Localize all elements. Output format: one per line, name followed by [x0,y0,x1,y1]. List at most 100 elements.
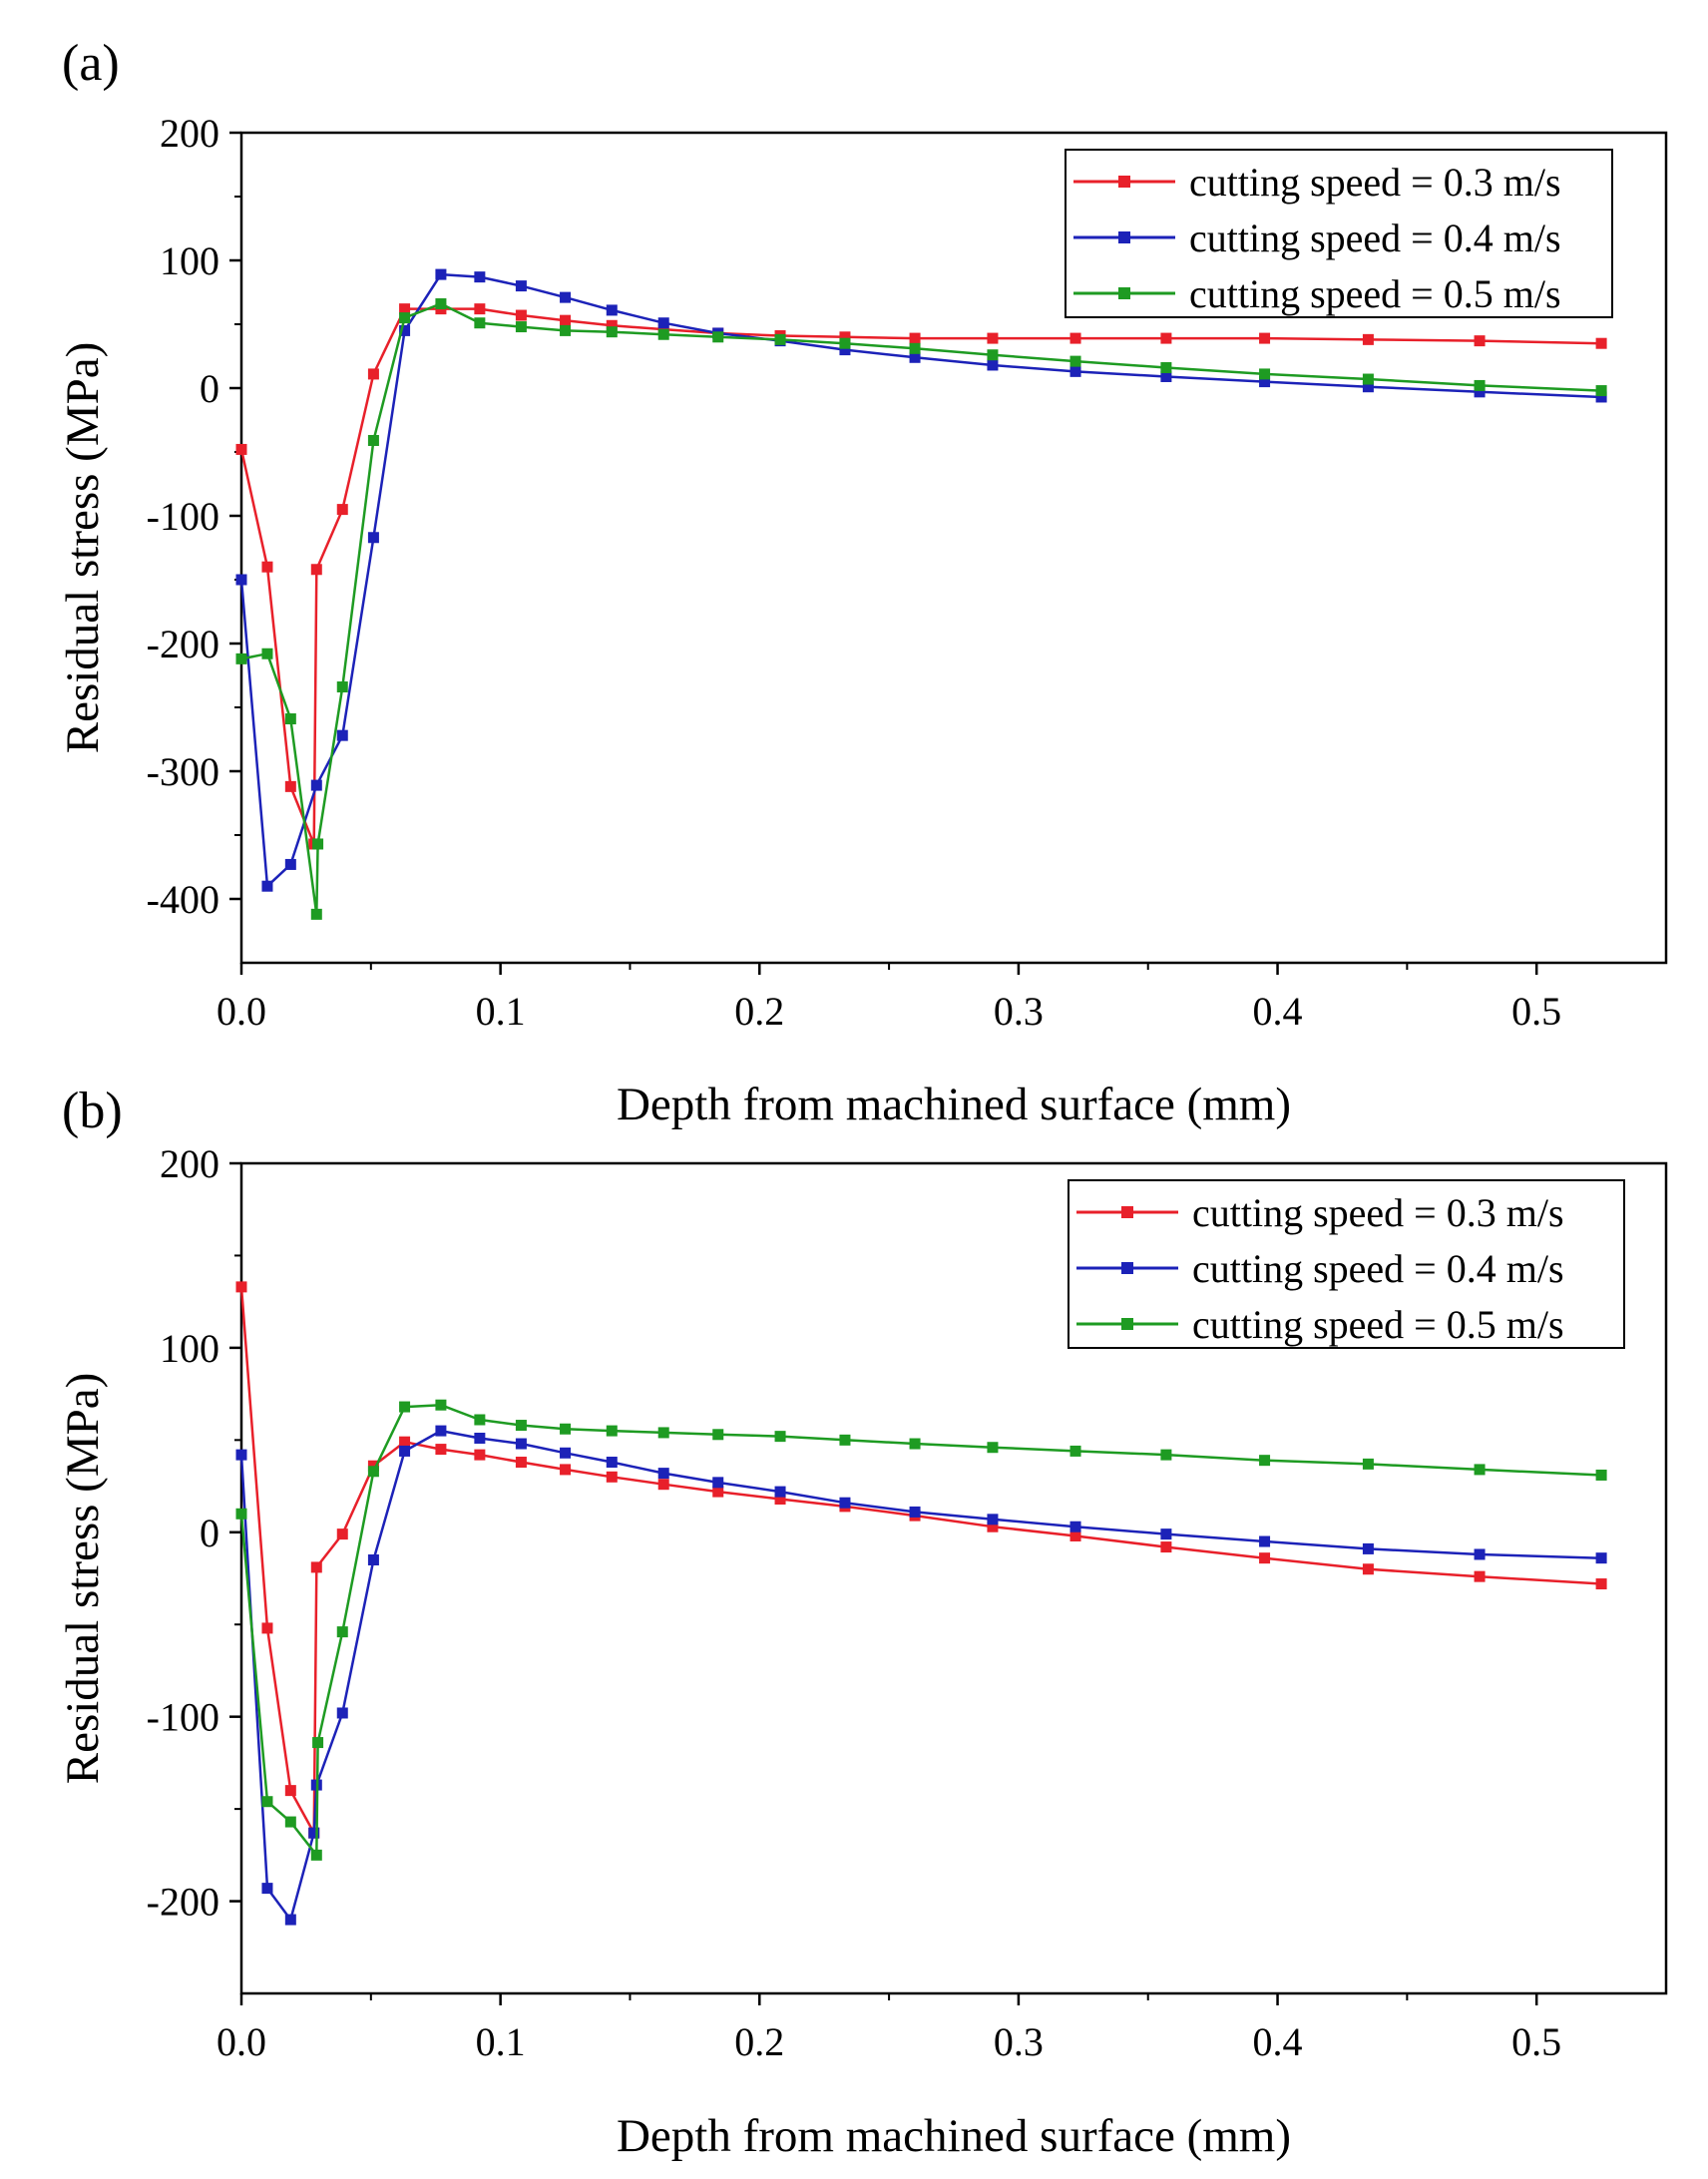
data-point-b-2-11 [560,1423,572,1435]
data-point-b-2-19 [1069,1445,1081,1457]
data-point-a-0-0 [235,443,247,455]
data-point-b-2-1 [261,1796,273,1808]
data-point-b-0-9 [474,1449,486,1461]
plot-frame-a [239,131,1668,965]
data-point-a-2-18 [987,349,999,361]
data-point-b-2-21 [1259,1455,1271,1467]
data-point-a-1-3 [310,779,322,791]
x-tick-label-a-4: 0.4 [1253,989,1303,1034]
data-point-b-2-10 [515,1420,527,1432]
legend-label-b-0: cutting speed = 0.3 m/s [1192,1190,1564,1235]
ticks-a: 0.0 0.1 0.2 0.3 0.4 0.5 -400 -300 -200 -100 0 100 20… [147,111,1562,1034]
data-point-b-0-4 [310,1561,322,1573]
ticks-b: 0.0 0.1 0.2 0.3 0.4 0.5 -200 -100 0 100 200 [147,1141,1562,2064]
legend-entry: cutting speed = 0.3 m/s [1073,160,1561,205]
data-point-a-1-0 [235,574,247,586]
data-point-b-1-2 [284,1914,296,1926]
legend-entry: cutting speed = 0.3 m/s [1076,1190,1564,1235]
data-point-b-0-24 [1595,1578,1607,1590]
data-point-b-1-20 [1160,1528,1172,1540]
data-point-a-2-1 [261,648,273,659]
y-tick-label-b-2: 0 [200,1511,219,1555]
data-point-a-1-2 [284,858,296,870]
data-point-b-1-15 [774,1486,786,1498]
data-point-b-2-17 [909,1438,921,1450]
data-point-b-1-24 [1595,1552,1607,1564]
series-layer-b [235,1281,1607,1926]
data-point-a-0-12 [606,319,618,331]
y-tick-label-b-3: 100 [160,1326,219,1371]
data-point-b-1-14 [712,1477,724,1489]
data-point-b-0-7 [399,1436,411,1448]
data-point-b-1-21 [1259,1535,1271,1547]
series-layer-a [235,268,1607,920]
data-point-b-0-20 [1160,1541,1172,1553]
y-tick-label-a-2: -200 [147,622,219,666]
data-point-a-0-20 [1160,332,1172,344]
data-point-a-0-6 [367,368,379,380]
data-point-b-2-13 [657,1427,669,1439]
data-point-b-1-9 [474,1432,486,1444]
data-point-b-0-12 [606,1471,618,1483]
data-point-a-2-13 [657,328,669,340]
data-point-b-0-14 [712,1486,724,1498]
data-point-a-0-9 [474,303,486,315]
legend-entry: cutting speed = 0.5 m/s [1073,271,1561,316]
data-point-b-1-5 [336,1707,348,1719]
data-point-a-2-22 [1362,373,1374,385]
data-point-a-2-8 [435,298,447,310]
x-tick-label-b-4: 0.4 [1253,2019,1303,2064]
x-axis-title-b: Depth from machined surface (mm) [617,2110,1291,2162]
data-point-a-1-22 [1474,386,1486,398]
data-point-b-0-15 [774,1493,786,1505]
y-axis-title-b: Residual stress (MPa) [57,1373,109,1785]
data-point-a-2-24 [1595,385,1607,397]
legend-marker-a-0 [1118,176,1130,188]
data-point-b-0-22 [1362,1563,1374,1575]
data-point-a-1-17 [987,359,999,371]
data-point-b-0-2 [284,1785,296,1797]
legend-label-b-2: cutting speed = 0.5 m/s [1192,1302,1564,1347]
series-line-a-1 [239,272,1602,888]
legend-entry: cutting speed = 0.4 m/s [1073,216,1561,260]
chart-panel-b: (b) 0.0 0.1 0.2 0.3 0.4 0.5 -200 -100 0 100 200 De… [57,1083,1668,2162]
data-point-a-1-11 [606,304,618,316]
data-point-b-1-13 [657,1468,669,1480]
data-point-b-1-7 [399,1445,411,1457]
y-tick-label-a-5: 100 [160,238,219,283]
data-point-a-1-5 [367,532,379,544]
legend-label-a-2: cutting speed = 0.5 m/s [1189,271,1561,316]
data-point-a-2-3 [310,908,322,920]
data-point-b-0-8 [435,1444,447,1456]
data-point-b-2-24 [1595,1469,1607,1481]
data-point-b-0-21 [1259,1552,1271,1564]
legend-marker-b-0 [1121,1206,1133,1218]
legend-marker-a-2 [1118,287,1130,299]
data-point-a-2-14 [712,331,724,343]
data-point-a-2-16 [839,337,851,349]
data-point-a-2-10 [515,321,527,333]
data-point-b-0-18 [987,1521,999,1532]
data-point-b-2-15 [774,1431,786,1443]
x-tick-label-b-0: 0.0 [216,2019,266,2064]
legend-box-b [1068,1179,1625,1349]
data-point-b-2-20 [1160,1449,1172,1461]
data-point-b-1-6 [367,1554,379,1566]
x-axis-title-a: Depth from machined surface (mm) [617,1079,1291,1130]
data-point-a-0-23 [1474,335,1486,347]
panel-label-a: (a) [62,35,120,92]
data-point-a-2-20 [1160,362,1172,374]
data-point-a-0-18 [987,332,999,344]
chart-panel-a: (a) 0.0 0.1 0.2 0.3 0.4 0.5 -400 -300 -200 -100 0 1… [57,35,1668,1130]
data-point-b-1-3 [308,1827,320,1839]
legend-entry: cutting speed = 0.4 m/s [1076,1246,1564,1291]
y-tick-label-b-1: -100 [147,1695,219,1740]
data-point-a-2-17 [909,342,921,354]
y-tick-label-a-4: 0 [200,366,219,411]
data-point-a-0-7 [399,303,411,315]
data-point-a-1-9 [515,280,527,292]
data-point-b-2-4 [312,1737,324,1749]
data-point-b-2-12 [606,1425,618,1437]
data-point-b-0-1 [261,1622,273,1634]
data-point-a-2-6 [367,434,379,446]
